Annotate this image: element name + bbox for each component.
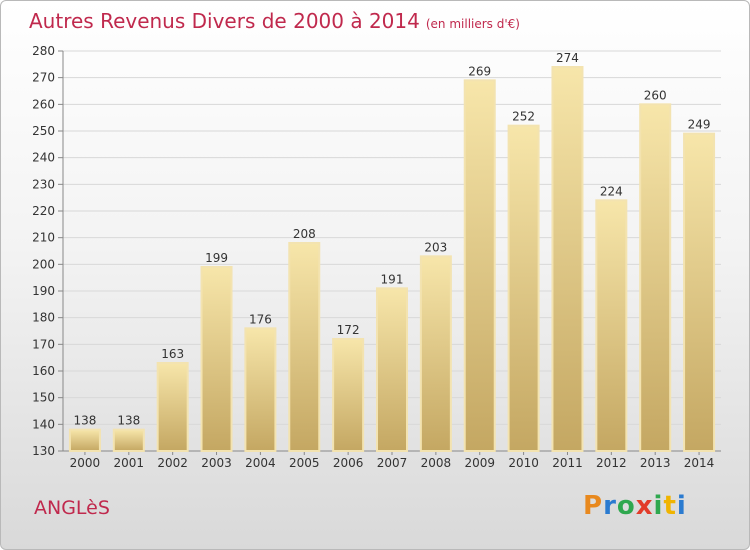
y-tick-label: 230	[32, 177, 55, 191]
x-tick-label: 2012	[596, 456, 627, 470]
bar-value-label: 163	[161, 347, 184, 361]
y-tick-label: 220	[32, 204, 55, 218]
logo-letter: t	[663, 491, 677, 521]
bar	[683, 132, 716, 453]
bars	[68, 66, 716, 453]
chart-title-main: Autres Revenus Divers de 2000 à 2014	[29, 9, 420, 33]
bar	[419, 255, 452, 452]
bar	[332, 338, 365, 452]
bar-value-label: 224	[600, 184, 623, 198]
logo-letter: r	[603, 491, 617, 521]
x-tick-label: 2008	[421, 456, 452, 470]
bar	[463, 79, 496, 452]
logo-letter: x	[635, 491, 654, 521]
bar	[639, 103, 672, 452]
bar-value-label: 176	[249, 312, 272, 326]
bar-value-label: 138	[73, 414, 96, 428]
logo-letter: i	[653, 491, 664, 521]
x-tick-label: 2001	[114, 456, 145, 470]
bar	[200, 266, 233, 452]
y-tick-label: 240	[32, 151, 55, 165]
bar-value-label: 208	[293, 227, 316, 241]
x-tick-label: 2002	[157, 456, 188, 470]
x-tick-label: 2014	[684, 456, 715, 470]
y-tick-label: 160	[32, 364, 55, 378]
proxiti-logo[interactable]: Proxiti	[583, 491, 687, 521]
y-tick-label: 190	[32, 284, 55, 298]
bar	[244, 327, 277, 453]
bar	[288, 242, 321, 452]
bar	[376, 287, 408, 453]
bar	[68, 428, 101, 452]
bar-value-label: 274	[556, 51, 579, 65]
y-tick-label: 130	[32, 444, 55, 458]
bar-value-label: 203	[424, 240, 447, 254]
logo-letter: o	[616, 491, 636, 521]
x-tick-label: 2004	[245, 456, 276, 470]
bar-value-label: 191	[381, 272, 404, 286]
bar-value-label: 172	[337, 323, 360, 337]
place-name: ANGLèS	[34, 497, 110, 519]
y-tick-label: 210	[32, 231, 55, 245]
x-tick-label: 2013	[640, 456, 671, 470]
chart-title-unit: (en milliers d'€)	[425, 17, 520, 31]
logo-letter: i	[676, 491, 687, 521]
y-tick-label: 200	[32, 257, 55, 271]
bar-value-label: 138	[117, 414, 140, 428]
y-tick-label: 180	[32, 311, 55, 325]
bar-value-label: 199	[205, 251, 228, 265]
bar-value-label: 249	[688, 118, 711, 132]
chart-title: Autres Revenus Divers de 2000 à 2014 (en …	[29, 9, 520, 33]
x-tick-label: 2000	[70, 456, 101, 470]
bar-value-label: 260	[644, 88, 667, 102]
bar	[507, 124, 540, 453]
y-tick-label: 140	[32, 417, 55, 431]
y-tick-label: 250	[32, 124, 55, 138]
y-tick-label: 170	[32, 337, 55, 351]
x-tick-label: 2011	[552, 456, 583, 470]
x-tick-label: 2009	[464, 456, 495, 470]
x-tick-label: 2006	[333, 456, 364, 470]
labels: 130 140 150 160 170 180 190 200 210 220 230 240 250 2…	[32, 44, 714, 470]
logo-letter: P	[583, 491, 604, 521]
x-tick-label: 2005	[289, 456, 320, 470]
x-tick-label: 2007	[377, 456, 408, 470]
bar	[551, 66, 584, 452]
bar	[595, 199, 628, 452]
y-tick-label: 270	[32, 71, 55, 85]
bar	[156, 362, 189, 452]
y-tick-label: 280	[32, 44, 55, 58]
bar-value-label: 269	[468, 64, 491, 78]
y-tick-label: 260	[32, 97, 55, 111]
x-tick-label: 2010	[508, 456, 539, 470]
x-tick-label: 2003	[201, 456, 232, 470]
bar-value-label: 252	[512, 110, 535, 124]
y-tick-label: 150	[32, 391, 55, 405]
bar	[112, 428, 145, 452]
